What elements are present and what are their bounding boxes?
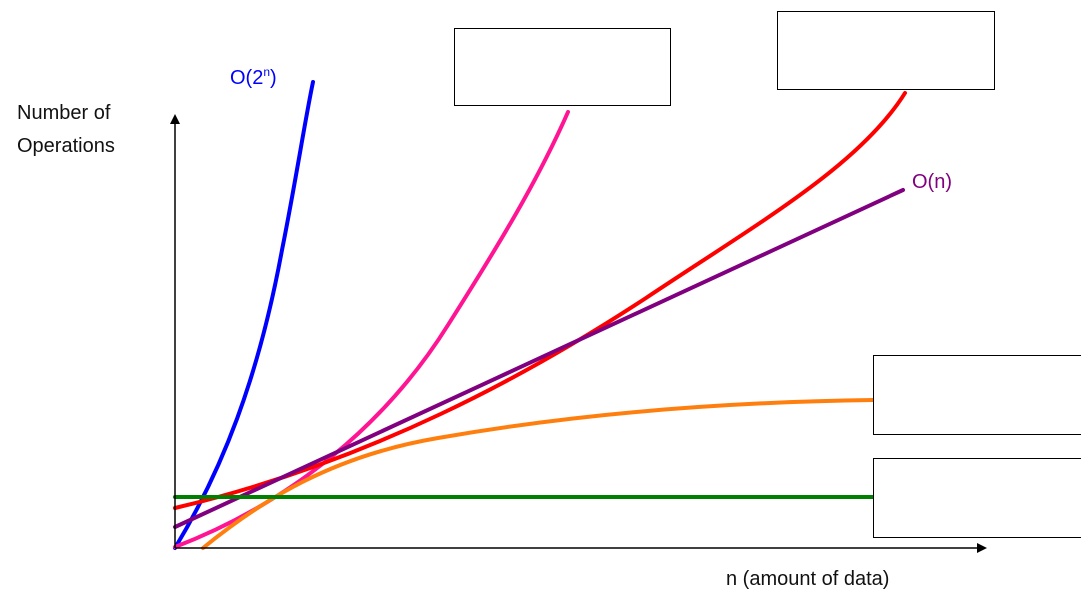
answer-box-top-right[interactable] <box>777 11 995 90</box>
linear-curve <box>173 188 905 529</box>
n-log-n-curve <box>173 91 907 510</box>
logarithmic-curve <box>201 398 875 550</box>
answer-box-top-middle[interactable] <box>454 28 671 106</box>
answer-box-right-lower[interactable] <box>873 458 1081 538</box>
linear-curve-label: O(n) <box>912 171 952 193</box>
exponential-curve <box>173 80 315 550</box>
polynomial-curve <box>173 110 570 549</box>
answer-box-right-upper[interactable] <box>873 355 1081 435</box>
y-axis-label-line-1: Number of <box>17 102 111 124</box>
x-axis-label: n (amount of data) <box>726 568 889 590</box>
exponential-curve-label: O(2n) <box>230 65 277 89</box>
curve-group <box>173 80 907 550</box>
y-axis-label-line-2: Operations <box>17 135 115 157</box>
